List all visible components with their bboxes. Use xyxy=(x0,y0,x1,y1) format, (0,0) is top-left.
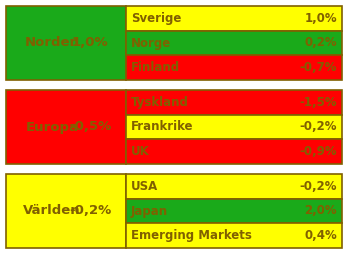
Text: Tyskland: Tyskland xyxy=(131,96,189,109)
Text: -0,5%: -0,5% xyxy=(69,120,111,134)
Text: Norden: Norden xyxy=(25,37,79,50)
Text: -0,7%: -0,7% xyxy=(300,61,337,74)
Text: Frankrike: Frankrike xyxy=(131,120,193,134)
Bar xyxy=(6,174,126,248)
Text: -0,2%: -0,2% xyxy=(300,120,337,134)
Bar xyxy=(6,90,126,164)
Text: Japan: Japan xyxy=(131,204,168,217)
Bar xyxy=(126,6,342,31)
Text: 1,0%: 1,0% xyxy=(72,37,108,50)
Text: USA: USA xyxy=(131,180,158,193)
Bar xyxy=(126,223,342,248)
Bar xyxy=(6,6,126,80)
Text: Emerging Markets: Emerging Markets xyxy=(131,229,252,242)
Bar xyxy=(126,139,342,164)
Bar xyxy=(126,90,342,115)
Text: 2,0%: 2,0% xyxy=(304,204,337,217)
Bar xyxy=(126,31,342,55)
Text: 0,2%: 0,2% xyxy=(304,37,337,50)
Text: Sverige: Sverige xyxy=(131,12,181,25)
Text: -0,2%: -0,2% xyxy=(69,204,111,217)
Text: Norge: Norge xyxy=(131,37,171,50)
Bar xyxy=(126,115,342,139)
Text: -0,2%: -0,2% xyxy=(300,180,337,193)
Bar xyxy=(126,55,342,80)
Text: Världen: Världen xyxy=(23,204,81,217)
Text: UK: UK xyxy=(131,145,150,158)
Text: 1,0%: 1,0% xyxy=(304,12,337,25)
Text: Europa: Europa xyxy=(25,120,79,134)
Bar xyxy=(126,174,342,199)
Text: 0,4%: 0,4% xyxy=(304,229,337,242)
Text: -1,5%: -1,5% xyxy=(299,96,337,109)
Text: -0,9%: -0,9% xyxy=(299,145,337,158)
Text: Finland: Finland xyxy=(131,61,180,74)
Bar xyxy=(126,199,342,223)
